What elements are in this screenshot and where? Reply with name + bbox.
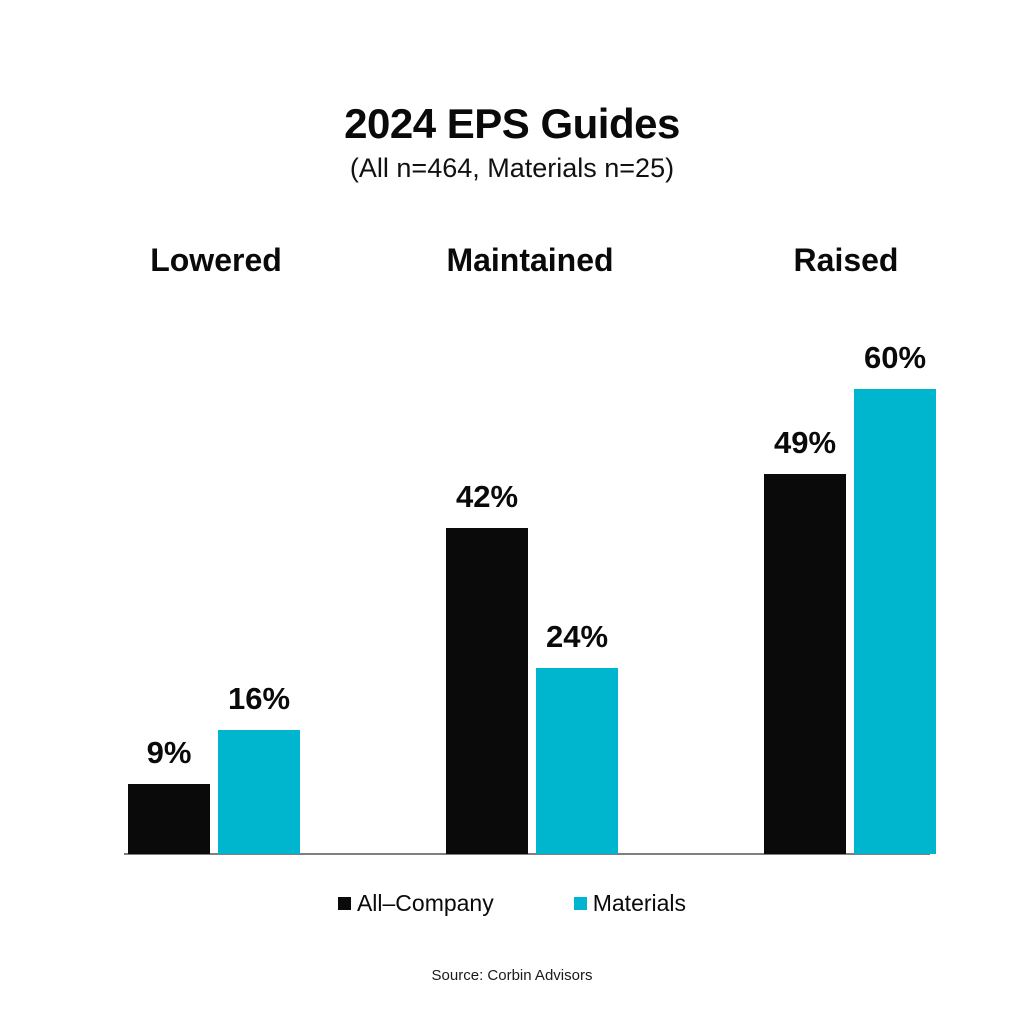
value-label-lowered-materials: 16% xyxy=(227,681,291,716)
x-axis-baseline xyxy=(124,853,930,855)
value-label-lowered-all-company: 9% xyxy=(146,735,192,770)
legend-item-materials: Materials xyxy=(573,890,687,917)
chart-title: 2024 EPS Guides xyxy=(344,100,680,147)
value-label-raised-materials: 60% xyxy=(863,340,927,375)
all-company-swatch-icon xyxy=(337,897,351,910)
bar-lowered-materials: 16% xyxy=(218,683,300,854)
legend-label-all-company: All–Company xyxy=(356,890,494,916)
materials-swatch-icon xyxy=(573,897,587,910)
value-label-maintained-materials: 24% xyxy=(545,619,609,654)
bar-raised-materials: 60% xyxy=(854,342,936,854)
source-note: Source: Corbin Advisors xyxy=(431,967,593,984)
value-label-raised-all-company: 49% xyxy=(773,425,837,460)
bar-raised-all-company: 49% xyxy=(764,427,846,854)
legend-item-all-company: All–Company xyxy=(337,890,494,917)
category-label-lowered: Lowered xyxy=(150,242,282,278)
value-label-maintained-all-company: 42% xyxy=(455,479,519,514)
legend: All–Company Materials xyxy=(0,890,1024,917)
bar-maintained-all-company: 42% xyxy=(446,481,528,854)
category-label-raised: Raised xyxy=(793,242,899,278)
category-label-maintained: Maintained xyxy=(446,242,614,278)
legend-label-materials: Materials xyxy=(592,890,687,916)
bar-lowered-all-company: 9% xyxy=(128,737,210,854)
bar-maintained-materials: 24% xyxy=(536,621,618,854)
chart-subtitle: (All n=464, Materials n=25) xyxy=(349,153,675,183)
